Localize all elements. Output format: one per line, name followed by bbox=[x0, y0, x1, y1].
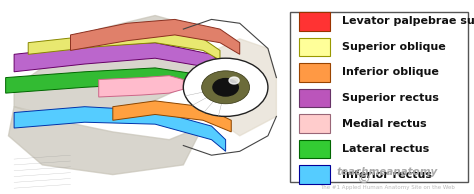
FancyBboxPatch shape bbox=[299, 12, 330, 31]
Text: Inferior rectus: Inferior rectus bbox=[342, 170, 431, 180]
Text: Superior oblique: Superior oblique bbox=[342, 42, 445, 52]
Polygon shape bbox=[14, 107, 226, 151]
FancyBboxPatch shape bbox=[299, 140, 330, 158]
Polygon shape bbox=[14, 16, 197, 120]
Circle shape bbox=[201, 71, 250, 104]
Text: Medial rectus: Medial rectus bbox=[342, 119, 426, 128]
Polygon shape bbox=[197, 39, 276, 136]
Polygon shape bbox=[28, 31, 220, 60]
FancyBboxPatch shape bbox=[299, 38, 330, 56]
Circle shape bbox=[183, 58, 268, 116]
Text: ©: © bbox=[356, 172, 370, 186]
Text: Levator palpebrae superioris: Levator palpebrae superioris bbox=[342, 16, 474, 26]
FancyBboxPatch shape bbox=[290, 12, 468, 182]
FancyBboxPatch shape bbox=[299, 89, 330, 107]
Polygon shape bbox=[99, 76, 183, 97]
FancyBboxPatch shape bbox=[299, 165, 330, 184]
Circle shape bbox=[229, 77, 239, 84]
Text: Lateral rectus: Lateral rectus bbox=[342, 144, 429, 154]
Polygon shape bbox=[71, 19, 240, 54]
Polygon shape bbox=[14, 43, 226, 81]
Polygon shape bbox=[6, 68, 234, 101]
Text: The #1 Appled Human Anatomy Site on the Web: The #1 Appled Human Anatomy Site on the … bbox=[320, 185, 455, 190]
FancyBboxPatch shape bbox=[299, 114, 330, 133]
Circle shape bbox=[213, 79, 238, 96]
Text: teachmeanatomy: teachmeanatomy bbox=[337, 166, 438, 177]
Polygon shape bbox=[9, 107, 203, 175]
Text: Superior rectus: Superior rectus bbox=[342, 93, 438, 103]
FancyBboxPatch shape bbox=[299, 63, 330, 82]
Polygon shape bbox=[113, 101, 231, 132]
Text: Inferior oblique: Inferior oblique bbox=[342, 68, 438, 77]
